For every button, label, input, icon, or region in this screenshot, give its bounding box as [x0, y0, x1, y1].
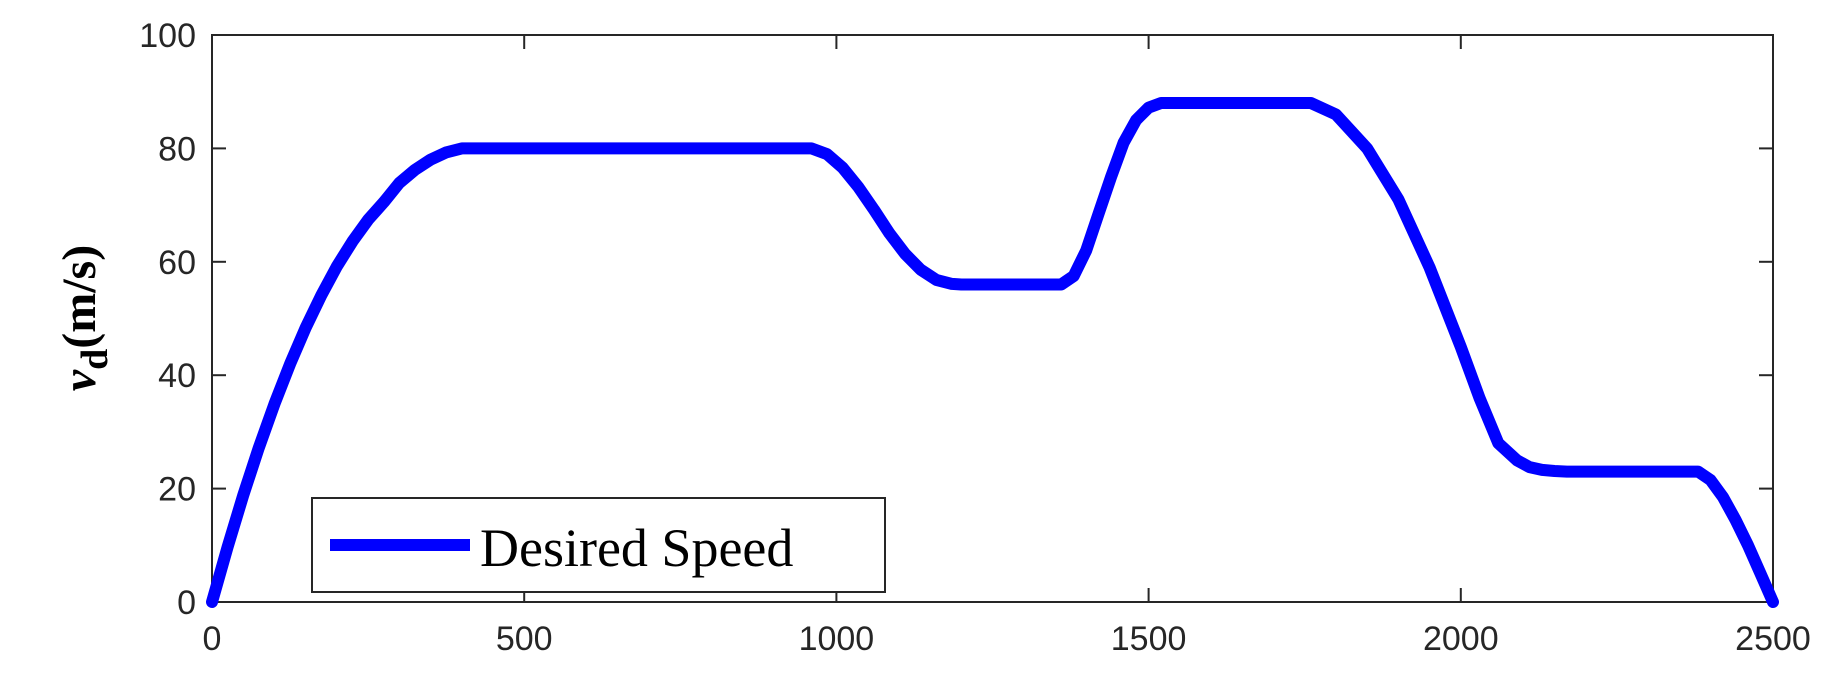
y-axis-label-main: v: [53, 369, 106, 391]
y-tick-label: 40: [158, 357, 196, 395]
x-tick-label: 1000: [799, 620, 875, 658]
x-tick-labels: 0 500 1000 1500 2000 2500: [203, 620, 1811, 658]
x-tick-label: 0: [203, 620, 222, 658]
y-axis-label-subscript: d: [74, 349, 116, 370]
y-tick-label: 80: [158, 130, 196, 168]
y-tick-label: 100: [139, 17, 196, 55]
series-line-desired-speed: [206, 97, 1779, 608]
y-tick-labels: 0 20 40 60 80 100: [139, 17, 196, 622]
y-axis-label-unit: (m/s): [53, 245, 106, 349]
y-tick-label: 60: [158, 244, 196, 282]
x-tick-label: 2000: [1423, 620, 1499, 658]
legend: Desired Speed: [311, 497, 886, 593]
y-tick-label: 20: [158, 471, 196, 509]
x-tick-label: 1500: [1111, 620, 1187, 658]
legend-label-desired-speed: Desired Speed: [480, 518, 793, 578]
x-tick-label: 2500: [1735, 620, 1811, 658]
x-tick-label: 500: [496, 620, 553, 658]
y-axis-label: vd(m/s): [53, 245, 116, 391]
y-tick-label: 0: [177, 584, 196, 622]
